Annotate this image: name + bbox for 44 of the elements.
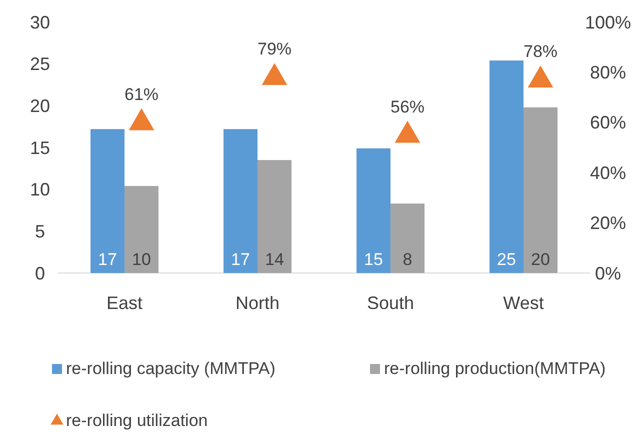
x-tick-label: West	[503, 293, 544, 313]
y2-tick-label: 60%	[590, 112, 626, 133]
y-tick-label: 15	[30, 138, 50, 158]
x-tick-label: East	[106, 293, 143, 313]
x-tick-label: North	[235, 293, 280, 313]
y-tick-label: 5	[34, 221, 46, 242]
data-label: 20	[531, 250, 550, 269]
legend-label: re-rolling production(MMTPA)	[384, 359, 606, 378]
data-label: 17	[98, 250, 117, 269]
bar	[258, 160, 292, 273]
y-tick-label: 25	[30, 54, 50, 74]
y2-tick-label: 80%	[590, 62, 626, 82]
y-tick-label: 10	[30, 180, 50, 200]
legend-label: re-rolling capacity (MMTPA)	[66, 359, 276, 378]
data-label: 17	[231, 250, 250, 269]
y2-tick-label: 100%	[584, 12, 632, 32]
bar	[390, 204, 424, 273]
bar	[490, 60, 524, 273]
point	[128, 108, 154, 130]
y-tick-label: 30	[30, 12, 50, 32]
point	[262, 63, 288, 86]
data-label: 56%	[390, 97, 425, 116]
y2-tick-label: 40%	[590, 162, 626, 183]
bar	[224, 129, 258, 273]
x-tick-label: South	[366, 293, 414, 313]
bar	[124, 186, 158, 273]
data-label: 8	[402, 250, 412, 269]
legend-label: re-rolling utilization	[66, 411, 208, 430]
y-tick-label: 20	[30, 96, 50, 116]
y-tick-label: 0	[34, 263, 46, 284]
data-label: 10	[132, 250, 151, 269]
data-label: 79%	[257, 40, 292, 59]
bar	[90, 129, 124, 273]
data-label: 61%	[124, 84, 159, 104]
data-label: 14	[265, 250, 284, 269]
data-label: 15	[364, 250, 383, 269]
point	[394, 120, 420, 143]
y2-tick-label: 20%	[590, 213, 626, 234]
data-label: 78%	[523, 42, 558, 62]
y2-tick-label: 0%	[594, 263, 622, 284]
bar	[524, 107, 558, 273]
data-label: 25	[497, 250, 516, 269]
bar	[356, 148, 390, 273]
point	[528, 66, 554, 88]
